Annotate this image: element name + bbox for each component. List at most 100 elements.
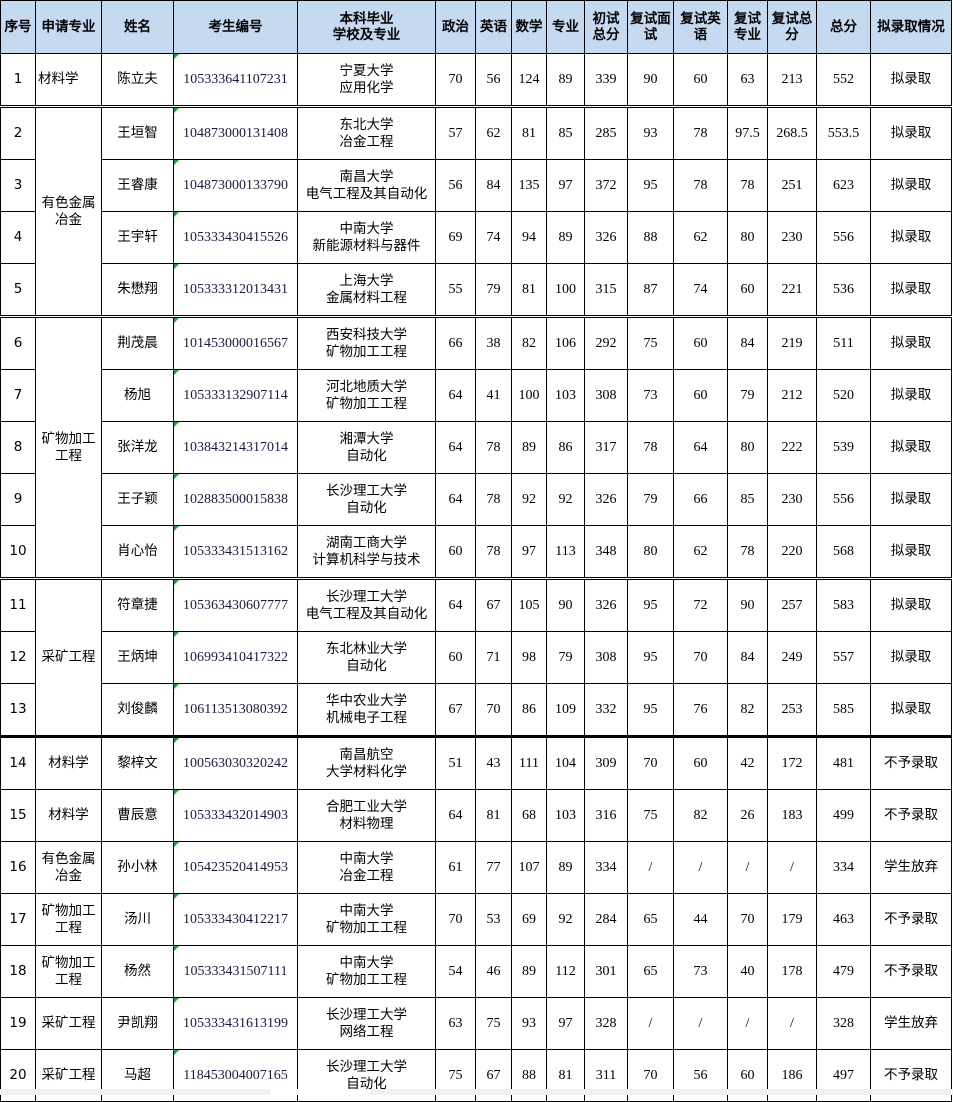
cell-english[interactable]: 43 xyxy=(475,736,512,790)
cell-status[interactable]: 拟录取 xyxy=(870,421,952,474)
cell-r-total[interactable]: 253 xyxy=(767,683,817,738)
cell-r-english[interactable]: 76 xyxy=(673,683,728,738)
cell-english[interactable]: 75 xyxy=(475,997,512,1050)
cell-total[interactable]: 557 xyxy=(816,631,871,684)
horizontal-scrollbar[interactable] xyxy=(0,1089,953,1095)
cell-status[interactable]: 拟录取 xyxy=(870,263,952,318)
cell-r-total[interactable]: / xyxy=(767,997,817,1050)
col-politics[interactable]: 政治 xyxy=(435,0,476,54)
cell-r-total[interactable]: 220 xyxy=(767,525,817,580)
cell-seq[interactable]: 18 xyxy=(0,945,36,998)
cell-seq[interactable]: 19 xyxy=(0,997,36,1050)
cell-english[interactable]: 62 xyxy=(475,106,512,160)
cell-prelim[interactable]: 332 xyxy=(584,683,628,738)
cell-total[interactable]: 520 xyxy=(816,369,871,422)
cell-seq[interactable]: 12 xyxy=(0,631,36,684)
cell-english[interactable]: 67 xyxy=(475,578,512,632)
cell-math[interactable]: 68 xyxy=(511,789,547,842)
cell-prelim[interactable]: 309 xyxy=(584,736,628,790)
cell-exam-id[interactable]: 105423520414953 xyxy=(173,841,298,894)
cell-seq[interactable]: 11 xyxy=(0,578,36,632)
cell-specialty[interactable]: 103 xyxy=(546,369,585,422)
group-mineral-processing[interactable]: 矿物加工 工程 xyxy=(35,316,102,580)
cell-prelim[interactable]: 315 xyxy=(584,263,628,318)
cell-interview[interactable]: 79 xyxy=(627,473,674,526)
cell-politics[interactable]: 64 xyxy=(435,578,476,632)
cell-seq[interactable]: 6 xyxy=(0,316,36,370)
cell-r-specialty[interactable]: 42 xyxy=(727,736,768,790)
cell-school[interactable]: 长沙理工大学 电气工程及其自动化 xyxy=(297,578,436,632)
cell-math[interactable]: 124 xyxy=(511,53,547,108)
cell-r-english[interactable]: 60 xyxy=(673,736,728,790)
cell-politics[interactable]: 64 xyxy=(435,473,476,526)
cell-name[interactable]: 王睿康 xyxy=(101,159,174,212)
cell-name[interactable]: 肖心怡 xyxy=(101,525,174,580)
cell-interview[interactable]: 95 xyxy=(627,631,674,684)
cell-total[interactable]: 536 xyxy=(816,263,871,318)
cell-r-specialty[interactable]: 40 xyxy=(727,945,768,998)
cell-seq[interactable]: 8 xyxy=(0,421,36,474)
cell-r-english[interactable]: 72 xyxy=(673,578,728,632)
cell-interview[interactable]: 87 xyxy=(627,263,674,318)
cell-status[interactable]: 拟录取 xyxy=(870,159,952,212)
cell-seq[interactable]: 2 xyxy=(0,106,36,160)
cell-interview[interactable]: 73 xyxy=(627,369,674,422)
cell-status[interactable]: 学生放弃 xyxy=(870,997,952,1050)
cell-status[interactable]: 不予录取 xyxy=(870,736,952,790)
cell-r-english[interactable]: 60 xyxy=(673,53,728,108)
col-major[interactable]: 申请专业 xyxy=(35,0,102,54)
cell-r-specialty[interactable]: 60 xyxy=(727,263,768,318)
cell-major[interactable]: 材料学 xyxy=(35,789,102,842)
cell-seq[interactable]: 13 xyxy=(0,683,36,738)
cell-total[interactable]: 479 xyxy=(816,945,871,998)
cell-school[interactable]: 中南大学 矿物加工工程 xyxy=(297,945,436,998)
cell-school[interactable]: 长沙理工大学 网络工程 xyxy=(297,997,436,1050)
cell-politics[interactable]: 69 xyxy=(435,211,476,264)
cell-specialty[interactable]: 86 xyxy=(546,421,585,474)
cell-math[interactable]: 97 xyxy=(511,525,547,580)
cell-major[interactable]: 有色金属 冶金 xyxy=(35,841,102,894)
col-specialty[interactable]: 专业 xyxy=(546,0,585,54)
cell-politics[interactable]: 63 xyxy=(435,997,476,1050)
cell-prelim[interactable]: 326 xyxy=(584,211,628,264)
cell-school[interactable]: 宁夏大学 应用化学 xyxy=(297,53,436,108)
group-mining-engineering[interactable]: 采矿工程 xyxy=(35,578,102,738)
cell-specialty[interactable]: 90 xyxy=(546,578,585,632)
cell-prelim[interactable]: 285 xyxy=(584,106,628,160)
cell-r-specialty[interactable]: 85 xyxy=(727,473,768,526)
cell-name[interactable]: 王宇轩 xyxy=(101,211,174,264)
cell-total[interactable]: 568 xyxy=(816,525,871,580)
cell-r-english[interactable]: 82 xyxy=(673,789,728,842)
cell-seq[interactable]: 7 xyxy=(0,369,36,422)
cell-r-total[interactable]: 222 xyxy=(767,421,817,474)
cell-politics[interactable]: 57 xyxy=(435,106,476,160)
cell-prelim[interactable]: 334 xyxy=(584,841,628,894)
cell-prelim[interactable]: 292 xyxy=(584,316,628,370)
cell-politics[interactable]: 61 xyxy=(435,841,476,894)
cell-prelim[interactable]: 308 xyxy=(584,369,628,422)
cell-total[interactable]: 556 xyxy=(816,211,871,264)
cell-prelim[interactable]: 316 xyxy=(584,789,628,842)
cell-specialty[interactable]: 103 xyxy=(546,789,585,842)
cell-interview[interactable]: / xyxy=(627,841,674,894)
cell-r-specialty[interactable]: 84 xyxy=(727,316,768,370)
cell-specialty[interactable]: 97 xyxy=(546,159,585,212)
cell-total[interactable]: 553.5 xyxy=(816,106,871,160)
cell-name[interactable]: 符章捷 xyxy=(101,578,174,632)
cell-r-specialty[interactable]: 80 xyxy=(727,211,768,264)
cell-school[interactable]: 中南大学 新能源材料与器件 xyxy=(297,211,436,264)
cell-english[interactable]: 38 xyxy=(475,316,512,370)
cell-politics[interactable]: 64 xyxy=(435,369,476,422)
cell-status[interactable]: 拟录取 xyxy=(870,631,952,684)
cell-r-specialty[interactable]: / xyxy=(727,997,768,1050)
cell-status[interactable]: 拟录取 xyxy=(870,683,952,738)
cell-interview[interactable]: 88 xyxy=(627,211,674,264)
col-retest-interview[interactable]: 复试面 试 xyxy=(627,0,674,54)
cell-interview[interactable]: 75 xyxy=(627,789,674,842)
cell-r-total[interactable]: 230 xyxy=(767,473,817,526)
cell-r-total[interactable]: 213 xyxy=(767,53,817,108)
cell-r-english[interactable]: 44 xyxy=(673,893,728,946)
cell-math[interactable]: 93 xyxy=(511,997,547,1050)
cell-r-english[interactable]: 70 xyxy=(673,631,728,684)
cell-specialty[interactable]: 92 xyxy=(546,473,585,526)
